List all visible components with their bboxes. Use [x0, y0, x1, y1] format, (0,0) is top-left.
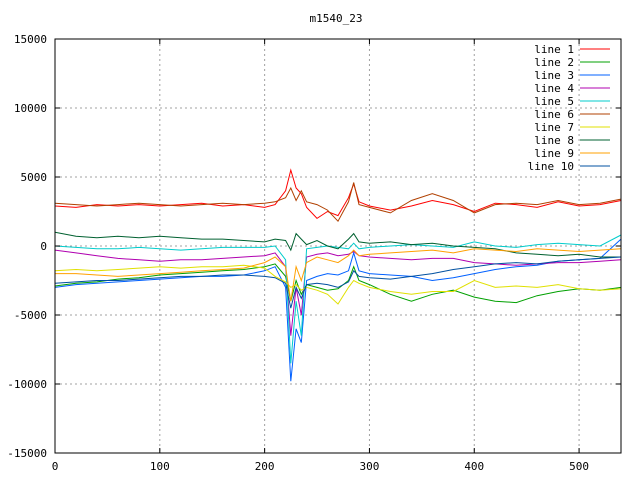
series-line-8	[54, 231, 621, 258]
x-tick-label: 100	[150, 460, 170, 473]
legend-label-7: line 7	[534, 121, 574, 134]
legend-label-2: line 2	[534, 56, 574, 69]
x-tick-label: 500	[569, 460, 589, 473]
series-line-3	[54, 238, 622, 382]
x-tick-label: 300	[360, 460, 380, 473]
x-tick-label: 0	[52, 460, 59, 473]
y-tick-label: -10000	[7, 378, 47, 391]
legend-label-9: line 9	[534, 147, 574, 160]
series-line-6	[54, 182, 622, 223]
y-tick-label: 15000	[14, 33, 47, 46]
series-line-7	[54, 264, 622, 305]
legend-label-3: line 3	[534, 69, 574, 82]
y-tick-label: 5000	[21, 171, 48, 184]
legend-label-4: line 4	[534, 82, 574, 95]
legend-label-10: line 10	[528, 160, 574, 173]
legend-label-6: line 6	[534, 108, 574, 121]
axis-ticks: 0 100 200 300 400 500 -15000 -10000 -5000 0 5000 10…	[7, 33, 621, 473]
x-tick-label: 400	[464, 460, 484, 473]
x-tick-label: 200	[255, 460, 275, 473]
series-line-2	[54, 263, 622, 304]
series-line-5	[54, 234, 622, 364]
series-layer	[54, 168, 622, 382]
y-tick-label: -15000	[7, 447, 47, 460]
chart-title: m1540_23	[310, 12, 363, 25]
y-tick-label: 10000	[14, 102, 47, 115]
series-line-9	[55, 248, 622, 302]
y-tick-label: -5000	[14, 309, 47, 322]
series-line-10	[54, 256, 622, 309]
legend-label-8: line 8	[534, 134, 574, 147]
y-tick-label: 0	[40, 240, 47, 253]
legend-label-5: line 5	[534, 95, 574, 108]
legend-label-1: line 1	[534, 43, 574, 56]
series-line-1	[54, 168, 622, 220]
